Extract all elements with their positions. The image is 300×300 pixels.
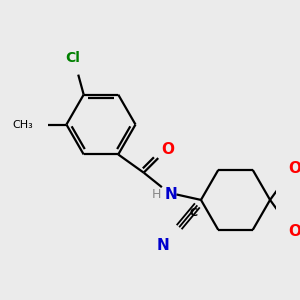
Text: CH₃: CH₃ bbox=[12, 119, 33, 130]
Text: N: N bbox=[156, 238, 169, 253]
Text: O: O bbox=[288, 224, 300, 239]
Text: H: H bbox=[152, 188, 161, 201]
Text: O: O bbox=[161, 142, 174, 157]
Text: O: O bbox=[288, 161, 300, 176]
Text: Cl: Cl bbox=[65, 51, 80, 65]
Text: N: N bbox=[165, 187, 177, 202]
Text: C: C bbox=[190, 208, 198, 218]
